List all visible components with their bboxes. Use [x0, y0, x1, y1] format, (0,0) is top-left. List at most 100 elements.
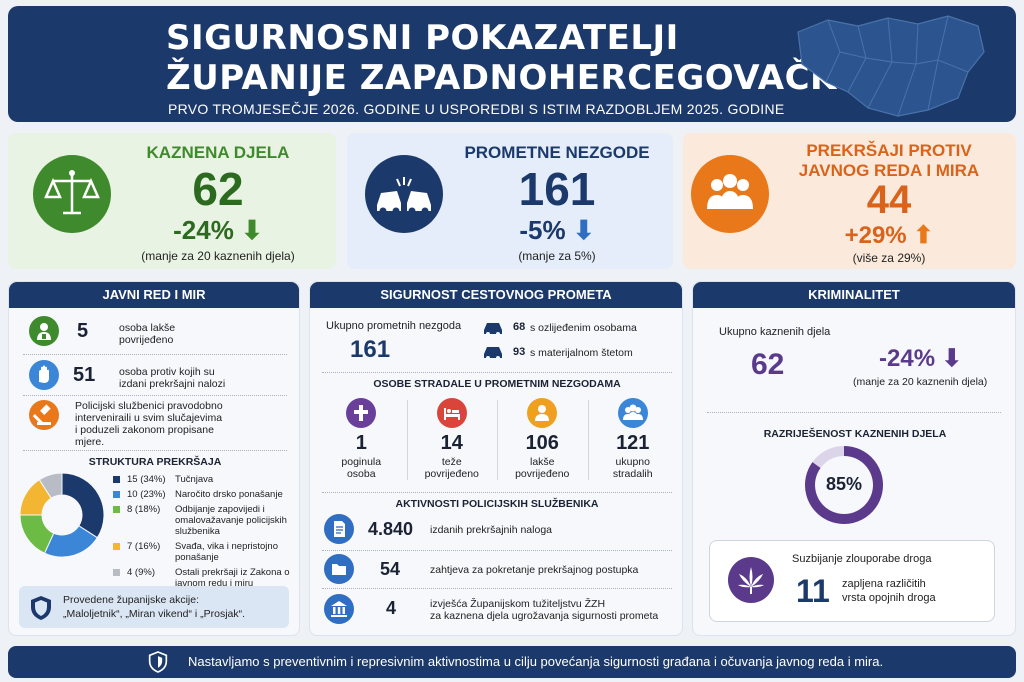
- scales-icon: [33, 155, 111, 233]
- drugs-box: Suzbijanje zlouporabe droga 11 zapljena …: [709, 540, 995, 622]
- injured-accidents-label: s ozlijeđenim osobama: [530, 322, 637, 334]
- victims-title: OSOBE STRADALE U PROMETNIM NEZGODAMA: [373, 378, 621, 390]
- panel-public-order: JAVNI RED I MIR 5 osoba lakše povrijeđeno…: [8, 281, 300, 636]
- total-accidents-value: 161: [350, 336, 391, 363]
- county-map-icon: [797, 15, 985, 117]
- arrow-down-icon: ⬇: [572, 215, 595, 245]
- donut-slice: [38, 472, 63, 499]
- kpi-1-change: -24% ⬇: [173, 215, 263, 245]
- panel-1-header: JAVNI RED I MIR: [9, 282, 299, 308]
- total-crimes-value: 62: [751, 348, 785, 381]
- injured-label: osoba lakše povrijeđeno: [119, 322, 176, 346]
- arrow-up-icon: ⬆: [913, 222, 934, 249]
- victim-label: teže povrijeđeno: [424, 456, 479, 480]
- penalty-orders-count: 51: [73, 364, 96, 386]
- activity-1-label: izdanih prekršajnih naloga: [430, 524, 552, 536]
- victim-stat: 121 ukupno stradalih: [587, 396, 679, 488]
- header-banner: SIGURNOSNI POKAZATELJI ŽUPANIJE ZAPADNOH…: [8, 6, 1016, 122]
- courthouse-icon: [324, 594, 354, 624]
- legend-count: 4 (9%): [127, 567, 155, 578]
- total-crimes-label: Ukupno kaznenih djela: [719, 326, 831, 338]
- victim-label: lakše povrijeđeno: [515, 456, 570, 480]
- footer-banner: Nastavljamo s preventivnim i represivnim…: [8, 646, 1016, 678]
- drugs-value: 11: [796, 573, 830, 609]
- donut-slice: [61, 472, 105, 539]
- victim-value: 14: [440, 432, 463, 454]
- kpi-2-change: -5% ⬇: [519, 215, 595, 245]
- structure-title: STRUKTURA PREKRŠAJA: [88, 456, 222, 468]
- structure-donut-chart: [19, 472, 105, 558]
- title-line-1: SIGURNOSNI POKAZATELJI: [166, 18, 679, 58]
- panel-crime: KRIMINALITET Ukupno kaznenih djela 62 -2…: [692, 281, 1016, 636]
- resolved-percent: 85%: [825, 474, 863, 494]
- gauge-fill: [805, 446, 883, 524]
- kpi-3-note: (više za 29%): [852, 251, 926, 265]
- crimes-change: -24% ⬇: [879, 345, 962, 372]
- drugs-label: zapljena različitih vrsta opojnih droga: [842, 578, 936, 604]
- legend-label: Odbijanje zapovijedi i omalovažavanje pol…: [175, 504, 287, 537]
- hospital-bed-icon: [436, 398, 467, 428]
- shield-icon: [29, 595, 53, 626]
- legend-count: 7 (16%): [127, 541, 161, 552]
- victim-value: 106: [525, 432, 559, 454]
- injured-accidents-value: 68: [513, 321, 526, 333]
- legend-label: Naročito drsko ponašanje: [175, 489, 283, 500]
- total-accidents-label: Ukupno prometnih nezgoda: [326, 320, 462, 332]
- cannabis-leaf-icon: [728, 557, 774, 603]
- people-icon: [691, 155, 769, 233]
- footer-text: Nastavljamo s preventivnim i represivnim…: [188, 654, 884, 669]
- legend-swatch: [113, 476, 120, 483]
- resolved-title: RAZRIJEŠENOST KAZNENIH DJELA: [763, 428, 947, 440]
- gavel-icon: [29, 400, 59, 430]
- damage-accidents-label: s materijalnom štetom: [530, 347, 633, 359]
- arrow-down-icon: ⬇: [241, 215, 263, 245]
- car-icon: [482, 344, 504, 365]
- legend-swatch: [113, 491, 120, 498]
- drugs-title: Suzbijanje zlouporabe droga: [792, 553, 932, 565]
- cross-icon: [346, 398, 377, 428]
- victim-label: ukupno stradalih: [612, 456, 653, 480]
- legend-count: 8 (18%): [127, 504, 161, 515]
- kpi-3-title: PREKRŠAJI PROTIV JAVNOG REDA I MIRA: [798, 141, 980, 180]
- panel-3-header: KRIMINALITET: [693, 282, 1015, 308]
- legend-swatch: [113, 569, 120, 576]
- activity-2-label: zahtjeva za pokretanje prekršajnog postu…: [430, 564, 639, 576]
- legend-label: Svađa, vika i nepristojno ponašanje: [175, 541, 278, 563]
- kpi-criminal-offences: KAZNENA DJELA 62 -24% ⬇ (manje za 20 kaz…: [8, 133, 336, 269]
- folder-icon: [324, 554, 354, 584]
- kpi-1-title: KAZNENA DJELA: [146, 143, 290, 162]
- actions-text: „Maloljetnik“, „Miran vikend“ i „Prosjak…: [63, 608, 246, 620]
- activity-1-value: 4.840: [368, 519, 414, 539]
- injured-count: 5: [77, 320, 89, 342]
- kpi-3-value: 44: [866, 178, 912, 222]
- shield-icon: [148, 651, 168, 682]
- victim-stat: 1 poginula osoba: [316, 396, 407, 488]
- activity-2-value: 54: [380, 559, 401, 579]
- kpi-traffic-accidents: PROMETNE NEZGODE 161 -5% ⬇ (manje za 5%): [347, 133, 673, 269]
- panel-2-header: SIGURNOST CESTOVNOG PROMETA: [310, 282, 682, 308]
- activities-title: AKTIVNOSTI POLICIJSKIH SLUŽBENIKA: [395, 498, 599, 510]
- kpi-2-value: 161: [518, 163, 596, 215]
- legend-label: Tučnjava: [175, 474, 214, 485]
- group-icon: [617, 398, 648, 428]
- kpi-1-value: 62: [192, 163, 244, 215]
- crimes-note: (manje za 20 kaznenih djela): [853, 376, 988, 388]
- victim-stat: 106 lakše povrijeđeno: [497, 396, 588, 488]
- county-actions-box: Provedene županijske akcije: „Maloljetni…: [19, 586, 289, 628]
- legend-count: 10 (23%): [127, 489, 166, 500]
- arrow-down-icon: ⬇: [941, 345, 962, 372]
- kpi-2-title: PROMETNE NEZGODE: [464, 143, 650, 162]
- intervention-info: Policijski službenici pravodobno interven…: [75, 400, 223, 448]
- activity-3-label: izvješća Županijskom tužiteljstvu ŽZH za …: [430, 598, 659, 622]
- hand-stop-icon: [29, 360, 59, 390]
- legend-count: 15 (34%): [127, 474, 166, 485]
- legend-swatch: [113, 506, 120, 513]
- panel-traffic-safety: SIGURNOST CESTOVNOG PROMETA Ukupno prome…: [309, 281, 683, 636]
- kpi-public-order: PREKRŠAJI PROTIV JAVNOG REDA I MIRA 44 +2…: [683, 133, 1016, 269]
- title-line-2: ŽUPANIJE ZAPADNOHERCEGOVAČKE: [166, 58, 861, 98]
- resolved-ring-chart: [805, 446, 883, 524]
- victim-stat: 14 teže povrijeđeno: [406, 396, 498, 488]
- legend-label: Ostali prekršaji iz Zakona o javnom redu …: [175, 567, 290, 589]
- victim-label: poginula osoba: [341, 456, 382, 480]
- legend-swatch: [113, 543, 120, 550]
